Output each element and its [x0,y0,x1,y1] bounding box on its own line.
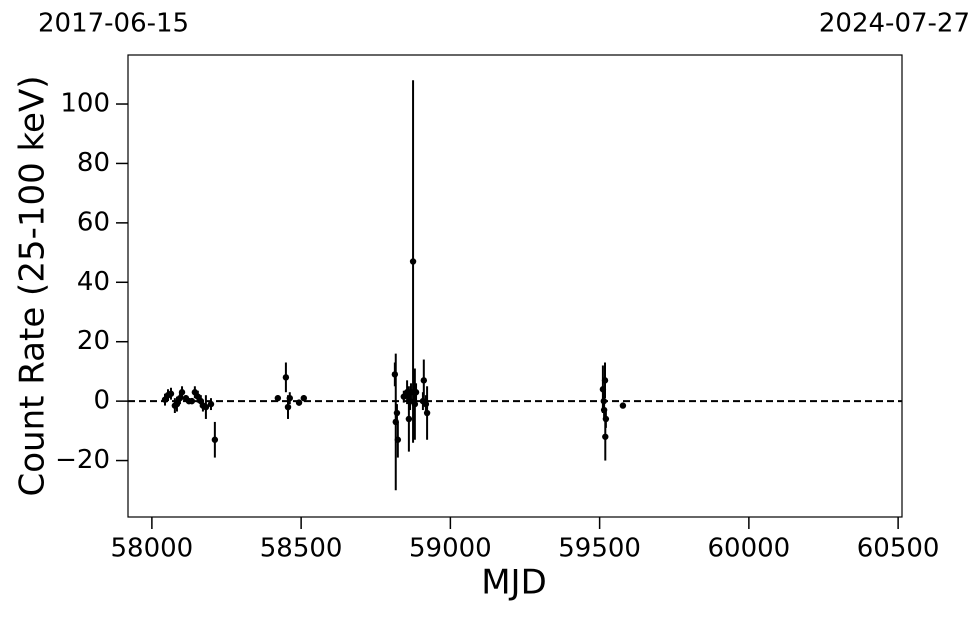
data-point [178,389,186,396]
x-tick-label: 60500 [857,534,940,564]
x-tick-label: 59500 [558,534,641,564]
y-tick-label: −20 [55,445,110,475]
data-point [423,409,431,417]
data-point [286,394,293,402]
data-point [412,389,420,396]
y-tick-label: 0 [93,386,110,416]
data-point [601,377,609,384]
data-point [393,409,401,417]
data-point [394,436,402,443]
data-point [400,393,408,400]
y-tick-label: 100 [60,89,110,119]
data-point [173,400,181,408]
data-point [211,436,219,443]
y-tick-label: 20 [77,326,110,356]
x-axis-label: MJD [481,563,547,603]
data-point [202,403,210,411]
data-point [409,258,417,265]
data-point [282,374,290,381]
data-point [300,394,308,402]
y-tick-label: 80 [77,148,110,178]
data-point [602,415,610,423]
x-tick-label: 58000 [111,534,194,564]
data-point [207,400,215,408]
x-tick-label: 58500 [260,534,343,564]
data-point [405,415,413,423]
start-date: 2017-06-15 [38,9,189,39]
x-tick-label: 60000 [708,534,791,564]
data-point [602,433,609,440]
data-point [600,397,608,405]
data-point [284,403,292,411]
data-point [274,394,282,402]
data-point [619,402,627,409]
y-tick-label: 60 [77,207,110,237]
data-point [167,390,175,397]
x-tick-label: 59000 [409,534,492,564]
y-tick-label: 40 [77,267,110,297]
end-date: 2024-07-27 [819,9,970,39]
y-axis-label: Count Rate (25-100 keV) [13,76,53,497]
data-point [411,400,419,408]
data-point [420,377,428,384]
plot-frame [127,54,903,518]
data-point [188,397,196,405]
data-point [422,400,430,408]
data-point [295,399,303,406]
